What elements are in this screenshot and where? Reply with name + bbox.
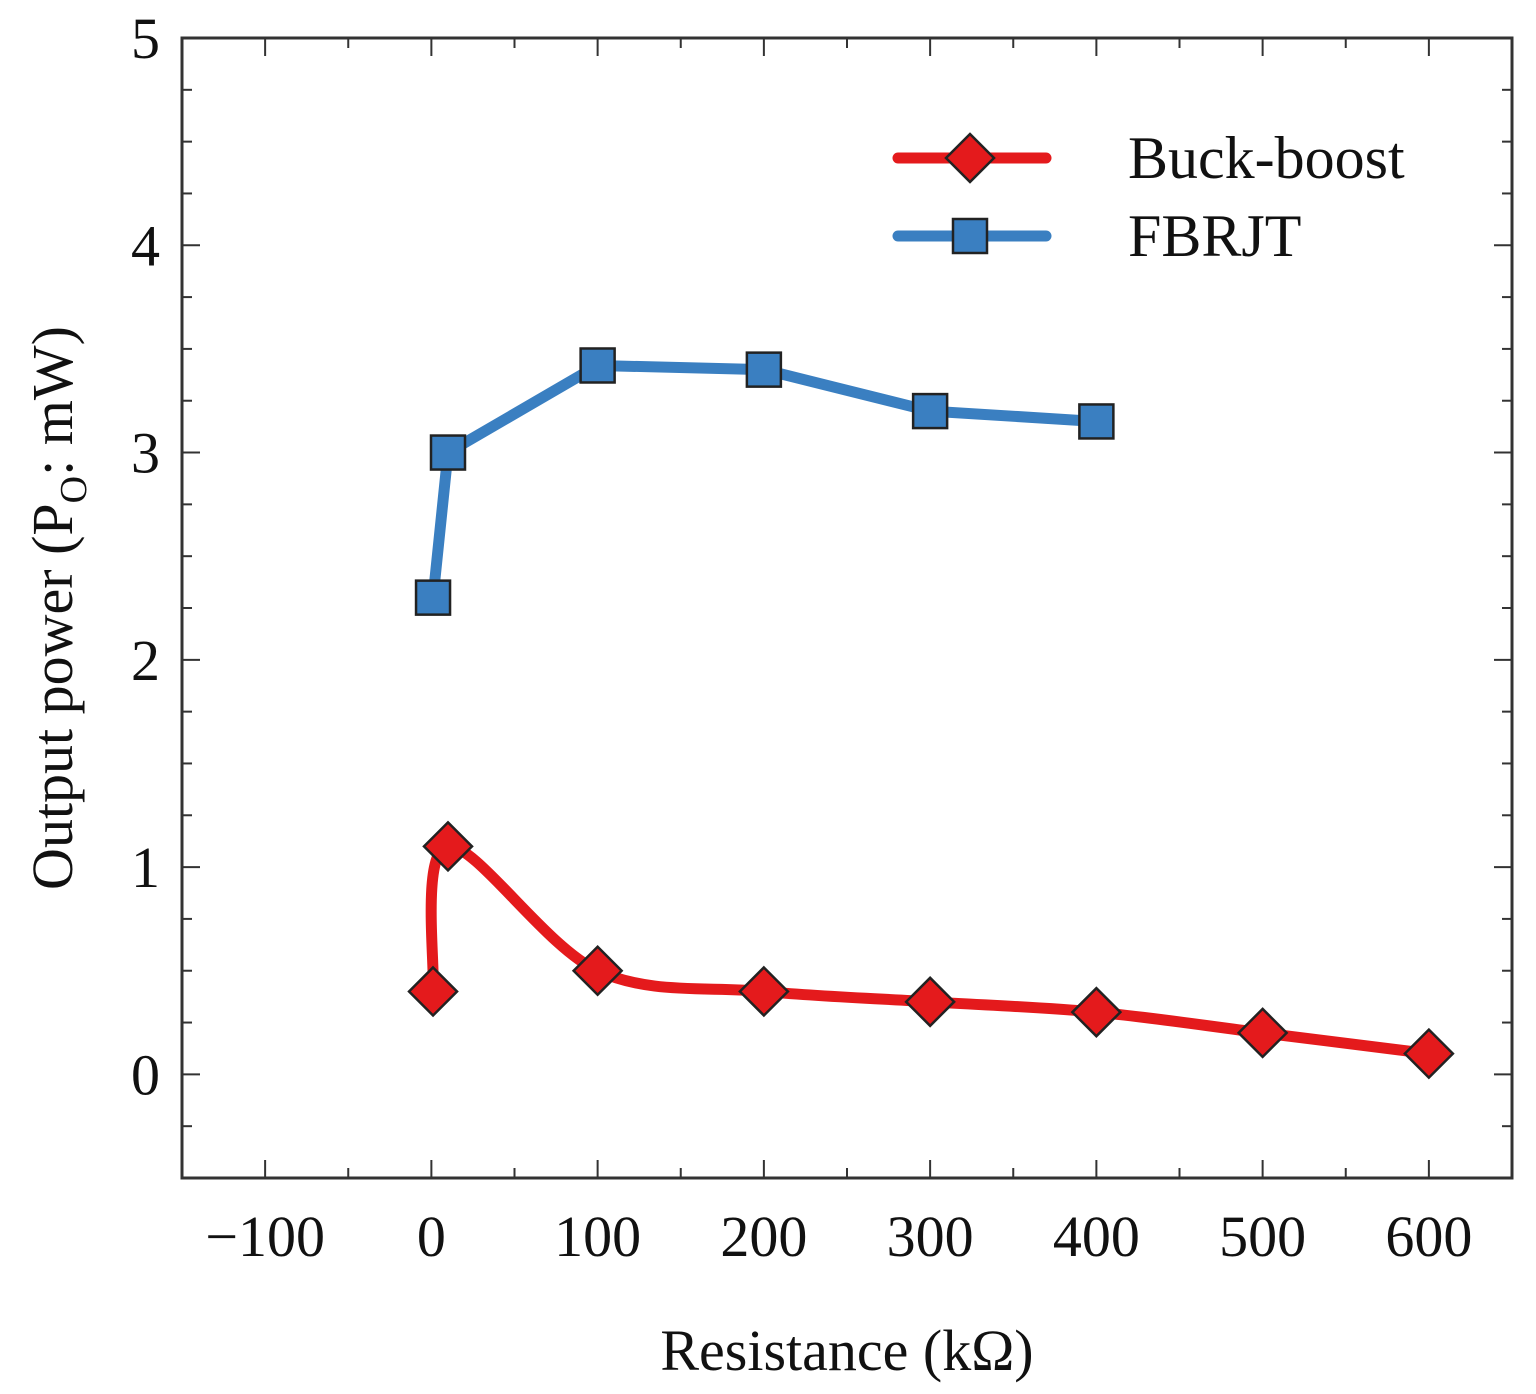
legend-square-marker	[951, 217, 989, 255]
x-tick-labels: −100 0 100 200 300 400 500 600	[205, 1204, 1472, 1269]
legend: Buck-boost FBRJT	[892, 125, 1405, 269]
y-tick-label: 5	[131, 6, 160, 71]
x-tick-label: 0	[417, 1204, 446, 1269]
data-point-square	[414, 579, 452, 616]
data-point-square	[911, 392, 949, 430]
data-point-square	[579, 347, 616, 384]
y-tick-label: 1	[131, 835, 160, 900]
series-line-fbrjt	[427, 359, 1102, 604]
data-point-diamond	[904, 976, 956, 1028]
series-layer	[407, 347, 1455, 1080]
y-tick-label: 4	[131, 213, 160, 278]
y-tick-label: 2	[131, 628, 160, 693]
data-point-diamond	[571, 944, 624, 997]
x-tick-label: 400	[1053, 1204, 1140, 1269]
data-point-square	[1078, 403, 1115, 440]
legend-label-fbrjt: FBRJT	[1128, 203, 1301, 269]
axis-ticks	[182, 37, 1512, 1179]
data-point-diamond	[1070, 986, 1123, 1038]
data-point-diamond	[1236, 1007, 1289, 1059]
legend-entry-fbrjt: FBRJT	[892, 203, 1301, 269]
data-point-diamond	[422, 820, 474, 873]
y-tick-label: 0	[131, 1042, 160, 1107]
legend-diamond-marker	[944, 132, 996, 184]
data-point-diamond	[1403, 1027, 1455, 1080]
legend-label-buck-boost: Buck-boost	[1128, 125, 1405, 191]
x-tick-label: 100	[554, 1204, 641, 1269]
y-tick-labels: 0 1 2 3 4 5	[131, 6, 160, 1107]
x-tick-label: 200	[720, 1204, 807, 1269]
x-tick-label: −100	[205, 1204, 325, 1269]
x-tick-label: 300	[887, 1204, 974, 1269]
data-point-square	[429, 434, 467, 471]
y-axis-title: Output power (PO: mW)	[20, 326, 95, 890]
data-point-diamond	[738, 965, 790, 1018]
data-point-diamond	[407, 965, 459, 1018]
x-axis-title: Resistance (kΩ)	[660, 1318, 1033, 1383]
x-tick-label: 500	[1219, 1204, 1306, 1269]
series-buck-boost	[407, 820, 1455, 1080]
series-fbrjt	[414, 347, 1115, 616]
data-point-square	[745, 351, 783, 388]
plot-frame	[180, 36, 1514, 1180]
legend-entry-buck-boost: Buck-boost	[892, 125, 1405, 191]
y-tick-label: 3	[131, 421, 160, 486]
x-tick-label: 600	[1385, 1204, 1472, 1269]
